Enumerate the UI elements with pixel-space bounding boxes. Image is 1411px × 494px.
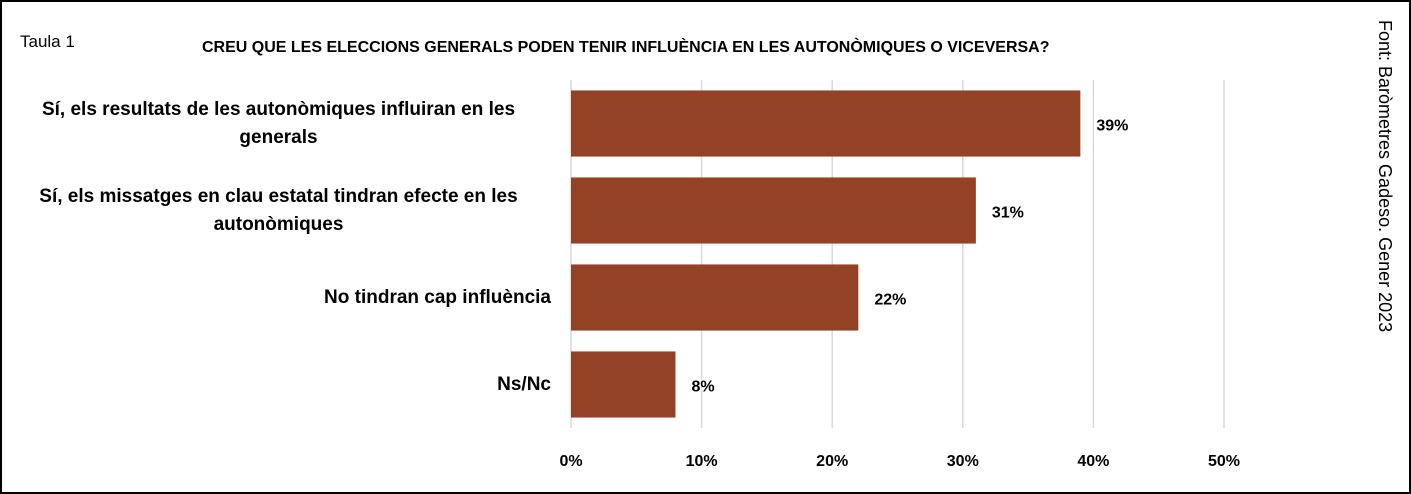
source-note: Font: Baròmetres Gadeso. Gener 2023 bbox=[1375, 20, 1395, 333]
table-label: Taula 1 bbox=[20, 32, 75, 51]
category-text: Ns/Nc bbox=[497, 373, 551, 395]
category-label: Ns/Nc bbox=[497, 371, 551, 399]
chart-title: CREU QUE LES ELECCIONS GENERALS PODEN TE… bbox=[202, 39, 1050, 56]
x-tick-label: 10% bbox=[686, 453, 718, 470]
category-text: Sí, els resultats de les autonòmiques in… bbox=[41, 98, 516, 148]
x-tick-label: 30% bbox=[947, 453, 979, 470]
category-label: No tindran cap influència bbox=[324, 284, 551, 312]
bar bbox=[571, 351, 676, 418]
x-tick-label: 0% bbox=[559, 453, 582, 470]
x-tick-label: 20% bbox=[816, 453, 848, 470]
category-label: Sí, els resultats de les autonòmiques in… bbox=[6, 96, 551, 152]
category-label: Sí, els missatges en clau estatal tindra… bbox=[6, 183, 551, 239]
category-text: No tindran cap influència bbox=[324, 286, 551, 308]
data-label: 39% bbox=[1096, 118, 1128, 135]
bar bbox=[571, 177, 976, 244]
x-tick-label: 50% bbox=[1208, 453, 1240, 470]
bar bbox=[571, 264, 859, 331]
data-label: 31% bbox=[992, 205, 1024, 222]
data-label: 8% bbox=[691, 379, 714, 396]
category-text: Sí, els missatges en clau estatal tindra… bbox=[39, 185, 518, 235]
x-tick-label: 40% bbox=[1077, 453, 1109, 470]
data-label: 22% bbox=[874, 292, 906, 309]
bar bbox=[571, 90, 1081, 157]
